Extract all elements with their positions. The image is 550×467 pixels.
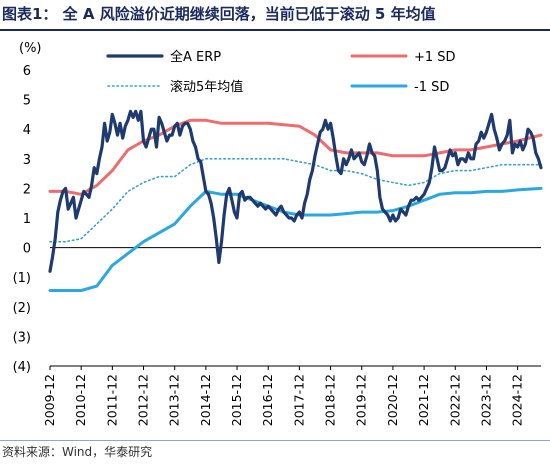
x-tick-label: 2009-12	[42, 374, 57, 426]
y-tick-label: (2)	[13, 301, 31, 316]
y-tick-label: 4	[23, 123, 31, 138]
source-rule	[0, 440, 550, 441]
x-tick-label: 2016-12	[260, 374, 275, 426]
x-tick-label: 2022-12	[447, 374, 462, 426]
y-tick-label: 0	[23, 242, 31, 257]
x-tick-label: 2011-12	[104, 374, 119, 426]
x-tick-label: 2014-12	[198, 374, 213, 426]
legend-label: 滚动5年均值	[170, 79, 243, 95]
x-tick-label: 2019-12	[354, 374, 369, 426]
y-tick-label: 2	[23, 182, 31, 197]
y-tick-label: (1)	[13, 271, 31, 286]
x-tick-label: 2018-12	[323, 374, 338, 426]
series-layer	[48, 109, 543, 292]
figure-title: 图表1： 全 A 风险溢价近期继续回落，当前已低于滚动 5 年均值	[2, 5, 436, 23]
legend-label: 全A ERP	[170, 49, 221, 65]
x-tick-label: 2013-12	[167, 374, 182, 426]
y-tick-label: (3)	[13, 330, 31, 345]
y-axis-label: (%)	[19, 41, 42, 56]
source-note: 资料来源：Wind，华泰研究	[2, 445, 153, 459]
legend: 全A ERP +1 SD 滚动5年均值 -1 SD	[106, 49, 456, 95]
x-tick-label: 2023-12	[478, 374, 493, 426]
series-line	[49, 158, 542, 243]
x-tick-label: 2020-12	[385, 374, 400, 426]
x-tick-label: 2017-12	[291, 374, 306, 426]
y-tick-label: 6	[23, 64, 31, 79]
series-line	[48, 109, 543, 273]
y-tick-label: 5	[23, 94, 31, 109]
y-tick-label: 3	[23, 153, 31, 168]
x-tick-label: 2024-12	[510, 374, 525, 426]
y-tick-label: (4)	[13, 360, 31, 375]
series-line	[48, 118, 543, 196]
x-tick-label: 2021-12	[416, 374, 431, 426]
y-tick-label: 1	[23, 212, 31, 227]
legend-label: -1 SD	[414, 80, 449, 95]
x-tick-label: 2015-12	[229, 374, 244, 426]
title-rule	[0, 29, 550, 31]
legend-label: +1 SD	[414, 50, 456, 65]
erp-line-chart: (%) 6 5 4 3 2 1 0 (1) (2) (3) (4) 2009-12 2010-12 2011…	[13, 41, 543, 426]
x-tick-label: 2012-12	[136, 374, 151, 426]
series-line	[48, 186, 543, 292]
x-tick-label: 2010-12	[73, 374, 88, 426]
axes: (%) 6 5 4 3 2 1 0 (1) (2) (3) (4) 2009-12 2010-12 2011…	[13, 41, 541, 426]
